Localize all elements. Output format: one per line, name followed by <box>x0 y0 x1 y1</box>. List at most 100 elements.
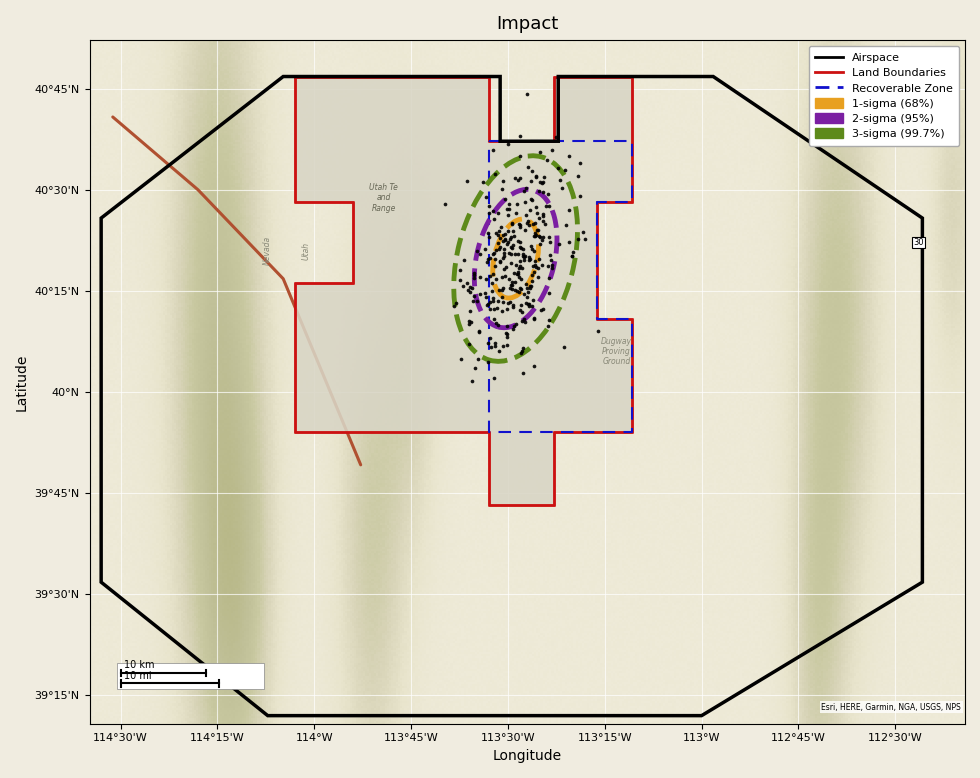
Point <box>558 219 573 231</box>
Point <box>524 165 540 177</box>
Point <box>455 279 470 292</box>
Point <box>499 320 514 332</box>
Text: Utah: Utah <box>302 241 311 260</box>
Point <box>514 315 529 328</box>
Point <box>479 299 495 311</box>
Point <box>514 347 529 359</box>
Point <box>569 170 585 182</box>
Point <box>521 254 537 266</box>
Point <box>505 323 520 335</box>
Point <box>535 216 551 228</box>
Point <box>494 183 510 195</box>
Point <box>518 209 534 221</box>
Point <box>521 297 537 310</box>
Point <box>540 259 556 272</box>
Point <box>513 130 528 142</box>
Point <box>490 206 506 219</box>
Point <box>527 216 543 229</box>
Point <box>477 287 493 300</box>
Text: Nevada: Nevada <box>264 236 272 265</box>
Point <box>486 303 502 315</box>
Point <box>534 259 550 272</box>
Point <box>513 172 528 184</box>
Point <box>453 274 468 286</box>
Point <box>509 259 524 272</box>
Point <box>577 233 593 245</box>
Point <box>512 303 527 316</box>
Point <box>535 303 551 316</box>
Point <box>518 282 534 294</box>
Point <box>509 286 524 298</box>
Point <box>510 266 525 279</box>
Point <box>507 275 522 288</box>
Point <box>532 176 548 188</box>
Point <box>521 300 537 313</box>
Point <box>540 321 556 333</box>
Point <box>513 219 528 231</box>
Point <box>524 275 540 287</box>
Point <box>496 247 512 259</box>
Point <box>521 282 537 294</box>
Point <box>490 319 506 331</box>
Point <box>465 282 480 294</box>
Point <box>513 236 528 248</box>
Point <box>512 218 527 230</box>
Point <box>544 262 560 275</box>
Point <box>500 331 515 343</box>
Point <box>488 317 504 330</box>
Point <box>497 243 513 255</box>
Point <box>496 263 512 275</box>
Point <box>517 296 533 309</box>
Point <box>487 260 503 272</box>
Point <box>503 233 518 245</box>
Point <box>514 367 530 380</box>
Point <box>480 298 496 310</box>
Point <box>488 272 504 285</box>
Point <box>492 232 508 244</box>
Point <box>504 257 519 269</box>
Point <box>544 258 560 271</box>
Point <box>527 227 543 240</box>
Point <box>457 254 472 266</box>
Point <box>524 218 540 230</box>
Point <box>535 209 551 222</box>
Point <box>487 168 503 180</box>
Point <box>472 287 488 300</box>
Point <box>486 313 502 325</box>
Point <box>521 219 537 231</box>
Point <box>511 174 526 187</box>
Point <box>527 259 543 272</box>
Point <box>462 286 477 298</box>
Point <box>497 270 513 282</box>
Title: Impact: Impact <box>496 15 559 33</box>
Point <box>512 149 527 162</box>
Point <box>493 241 509 254</box>
Point <box>492 256 508 268</box>
Point <box>462 338 477 350</box>
Point <box>487 252 503 265</box>
Point <box>500 296 515 309</box>
Y-axis label: Latitude: Latitude <box>15 353 29 411</box>
Point <box>460 174 475 187</box>
Point <box>488 340 504 352</box>
Point <box>535 185 551 198</box>
Point <box>521 253 537 265</box>
Point <box>486 372 502 384</box>
Point <box>471 324 487 337</box>
Point <box>516 251 532 263</box>
Point <box>510 198 525 210</box>
Point <box>471 271 487 283</box>
Point <box>491 237 507 249</box>
Point <box>437 198 453 211</box>
Point <box>508 207 523 219</box>
Point <box>517 278 533 290</box>
Point <box>461 318 476 331</box>
Point <box>463 280 478 293</box>
Point <box>505 299 520 311</box>
Point <box>527 255 543 268</box>
Point <box>510 268 525 280</box>
Point <box>513 282 528 294</box>
Point <box>530 271 546 283</box>
Point <box>516 313 532 325</box>
Point <box>522 205 538 217</box>
